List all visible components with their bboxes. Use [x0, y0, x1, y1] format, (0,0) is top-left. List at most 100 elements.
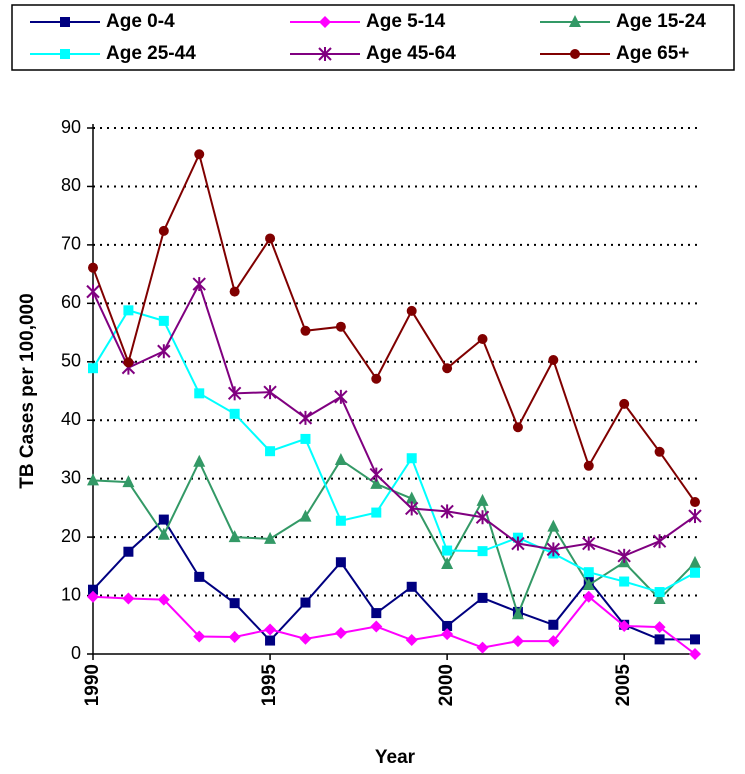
marker	[158, 315, 169, 326]
marker	[582, 536, 596, 551]
legend-label: Age 45-64	[366, 43, 456, 64]
marker	[122, 475, 135, 488]
marker	[405, 633, 418, 646]
legend-box	[11, 4, 735, 71]
marker	[477, 592, 488, 603]
marker	[194, 388, 205, 399]
marker	[442, 620, 453, 631]
marker	[546, 542, 561, 557]
marker	[688, 509, 702, 524]
marker	[570, 49, 580, 59]
marker	[334, 452, 347, 465]
marker	[123, 305, 134, 316]
series-line	[92, 595, 696, 655]
marker	[369, 467, 384, 482]
marker	[405, 491, 418, 504]
marker	[299, 509, 312, 522]
marker	[334, 626, 347, 639]
marker	[122, 592, 135, 605]
y-tick-label: 0	[71, 643, 81, 663]
marker	[440, 504, 454, 519]
marker	[157, 344, 171, 359]
y-tick-label: 70	[61, 234, 81, 254]
marker	[300, 597, 311, 608]
marker	[300, 325, 311, 336]
marker	[318, 47, 332, 61]
legend-label: Age 0-4	[106, 11, 175, 32]
marker	[690, 567, 700, 578]
marker	[123, 357, 134, 368]
marker	[158, 514, 169, 525]
marker	[511, 635, 524, 648]
marker	[87, 473, 99, 486]
marker	[229, 598, 240, 609]
marker	[583, 460, 594, 471]
marker	[335, 557, 346, 568]
marker	[583, 567, 594, 578]
marker	[335, 321, 346, 332]
legend-label: Age 5-14	[366, 11, 446, 32]
marker	[582, 590, 595, 603]
marker	[548, 355, 559, 366]
y-axis-label: TB Cases per 100,000	[17, 293, 38, 488]
marker	[569, 15, 581, 27]
marker	[60, 17, 70, 27]
marker	[60, 49, 70, 59]
marker	[654, 446, 665, 457]
marker	[653, 621, 666, 634]
marker	[193, 630, 206, 643]
marker	[263, 385, 277, 400]
marker	[476, 493, 489, 506]
marker	[442, 545, 453, 556]
x-tick-label: 2005	[613, 664, 634, 707]
marker	[123, 546, 134, 557]
marker	[617, 548, 631, 563]
x-tick-label: 1990	[82, 664, 103, 706]
marker	[477, 333, 488, 344]
marker	[404, 501, 419, 516]
marker	[194, 571, 205, 582]
marker	[371, 373, 382, 384]
y-tick-label: 10	[61, 584, 81, 604]
marker	[228, 530, 241, 543]
marker	[654, 587, 665, 598]
marker	[689, 648, 701, 660]
marker	[86, 284, 100, 299]
y-tick-label: 30	[61, 467, 81, 487]
marker	[406, 581, 417, 592]
marker	[298, 410, 313, 425]
marker	[228, 631, 241, 644]
marker	[88, 584, 98, 595]
legend-label: Age 65+	[616, 43, 689, 64]
y-tick-label: 40	[61, 409, 81, 429]
marker	[299, 632, 312, 645]
marker	[689, 555, 701, 568]
marker	[264, 623, 277, 636]
marker	[88, 363, 98, 374]
marker	[477, 546, 488, 557]
y-tick-label: 20	[61, 526, 81, 546]
series-line	[92, 309, 696, 594]
marker	[654, 634, 665, 645]
y-tick-label: 90	[61, 117, 81, 137]
x-tick-label: 2000	[436, 664, 457, 706]
marker	[319, 16, 331, 28]
marker	[406, 453, 417, 464]
marker	[511, 607, 524, 620]
x-tick-label: 1995	[259, 664, 280, 707]
marker	[511, 536, 525, 551]
marker	[300, 433, 311, 444]
marker	[582, 578, 595, 591]
marker	[441, 628, 454, 641]
marker	[476, 641, 489, 654]
y-tick-label: 60	[61, 292, 81, 312]
marker	[547, 519, 560, 532]
marker	[371, 507, 382, 518]
marker	[334, 389, 348, 404]
x-axis-label: Year	[375, 747, 416, 768]
marker	[157, 527, 170, 540]
marker	[652, 534, 667, 549]
series-line	[92, 518, 695, 643]
marker	[229, 408, 240, 419]
